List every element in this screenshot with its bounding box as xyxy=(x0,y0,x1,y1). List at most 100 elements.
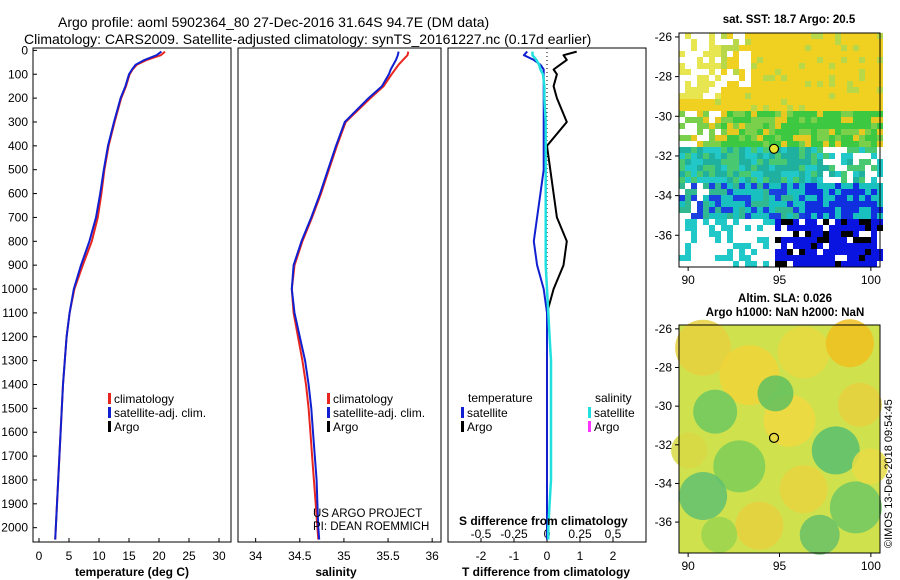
sst-cell xyxy=(805,171,811,177)
sst-cell xyxy=(721,141,727,147)
sst-cell xyxy=(715,171,721,177)
sst-cell xyxy=(715,183,721,189)
sst-cell xyxy=(823,195,829,201)
sst-cell xyxy=(853,123,859,129)
sst-cell xyxy=(709,69,715,75)
sst-cell xyxy=(853,99,859,105)
sst-cell xyxy=(685,201,691,207)
y-tick-label: 100 xyxy=(8,67,28,81)
sst-cell xyxy=(835,207,841,213)
sst-cell xyxy=(835,249,841,255)
sst-cell xyxy=(829,243,835,249)
sst-cell xyxy=(751,51,757,57)
sst-cell xyxy=(799,213,805,219)
sst-cell xyxy=(811,261,817,267)
sst-cell xyxy=(721,189,727,195)
sst-cell xyxy=(757,39,763,45)
sst-cell xyxy=(841,189,847,195)
sst-cell xyxy=(805,117,811,123)
sst-cell xyxy=(739,255,745,261)
sst-cell xyxy=(871,219,877,225)
sst-cell xyxy=(841,207,847,213)
sst-cell xyxy=(739,165,745,171)
sst-cell xyxy=(733,135,739,141)
sst-cell xyxy=(685,189,691,195)
sst-cell xyxy=(697,177,703,183)
sst-cell xyxy=(793,243,799,249)
legend-swatch-sal-satellite xyxy=(588,407,591,418)
sst-cell xyxy=(829,153,835,159)
sst-cell xyxy=(727,207,733,213)
sst-cell xyxy=(835,171,841,177)
sst-cell xyxy=(745,123,751,129)
sst-cell xyxy=(763,75,769,81)
sst-cell xyxy=(853,57,859,63)
sst-cell xyxy=(781,51,787,57)
x-tick-label: 2 xyxy=(610,549,617,563)
sst-cell xyxy=(757,225,763,231)
sst-cell xyxy=(781,87,787,93)
sst-cell xyxy=(817,99,823,105)
sst-cell xyxy=(865,33,871,39)
sst-cell xyxy=(709,201,715,207)
sst-cell xyxy=(799,63,805,69)
sst-cell xyxy=(823,165,829,171)
sst-cell xyxy=(775,111,781,117)
sst-cell xyxy=(691,177,697,183)
sst-cell xyxy=(703,153,709,159)
sst-cell xyxy=(823,51,829,57)
sst-cell xyxy=(733,117,739,123)
sst-cell xyxy=(841,195,847,201)
sst-cell xyxy=(859,201,865,207)
sst-lat-label: -32 xyxy=(655,149,673,163)
sst-cell xyxy=(775,255,781,261)
sst-cell xyxy=(811,135,817,141)
sst-cell xyxy=(745,129,751,135)
sst-cell xyxy=(787,141,793,147)
sst-cell xyxy=(763,261,769,267)
sst-cell xyxy=(835,225,841,231)
sst-cell xyxy=(745,183,751,189)
sst-cell xyxy=(817,237,823,243)
sst-cell xyxy=(853,183,859,189)
sst-cell xyxy=(823,201,829,207)
sst-cell xyxy=(835,81,841,87)
x-tick-label: 15 xyxy=(122,549,136,563)
sst-cell xyxy=(715,207,721,213)
sst-cell xyxy=(751,135,757,141)
sst-cell xyxy=(817,225,823,231)
sst-cell xyxy=(685,105,691,111)
sst-cell xyxy=(859,213,865,219)
sst-cell xyxy=(691,87,697,93)
sst-cell xyxy=(829,39,835,45)
y-tick-label: 900 xyxy=(8,258,28,272)
sst-cell xyxy=(859,87,865,93)
sst-cell xyxy=(805,75,811,81)
sst-cell xyxy=(871,189,877,195)
sst-cell xyxy=(835,87,841,93)
sst-cell xyxy=(697,87,703,93)
sst-cell xyxy=(793,33,799,39)
sst-cell xyxy=(865,111,871,117)
sst-cell xyxy=(757,57,763,63)
sst-cell xyxy=(841,117,847,123)
sst-cell xyxy=(733,51,739,57)
sst-cell xyxy=(859,57,865,63)
sst-cell xyxy=(817,231,823,237)
sst-cell xyxy=(727,153,733,159)
sla-lon-label: 100 xyxy=(861,559,881,573)
sst-cell xyxy=(823,39,829,45)
y-tick-label: 300 xyxy=(8,115,28,129)
sst-cell xyxy=(847,231,853,237)
sst-cell xyxy=(709,159,715,165)
y-tick-label: 1400 xyxy=(1,377,28,391)
sst-cell xyxy=(835,237,841,243)
sst-cell xyxy=(733,261,739,267)
credit-project: US ARGO PROJECT xyxy=(313,508,422,520)
sst-cell xyxy=(745,153,751,159)
sla-lat-label: -34 xyxy=(655,476,673,490)
sst-cell xyxy=(769,111,775,117)
sst-cell xyxy=(751,153,757,159)
sst-cell xyxy=(757,153,763,159)
title-line-1: Argo profile: aoml 5902364_80 27-Dec-201… xyxy=(58,14,489,30)
